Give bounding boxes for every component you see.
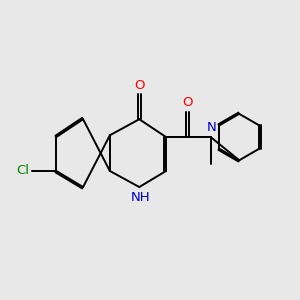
Text: Cl: Cl [16,164,29,178]
Text: O: O [134,79,145,92]
Text: N: N [207,122,216,134]
Text: NH: NH [130,190,150,204]
Text: O: O [182,96,193,110]
